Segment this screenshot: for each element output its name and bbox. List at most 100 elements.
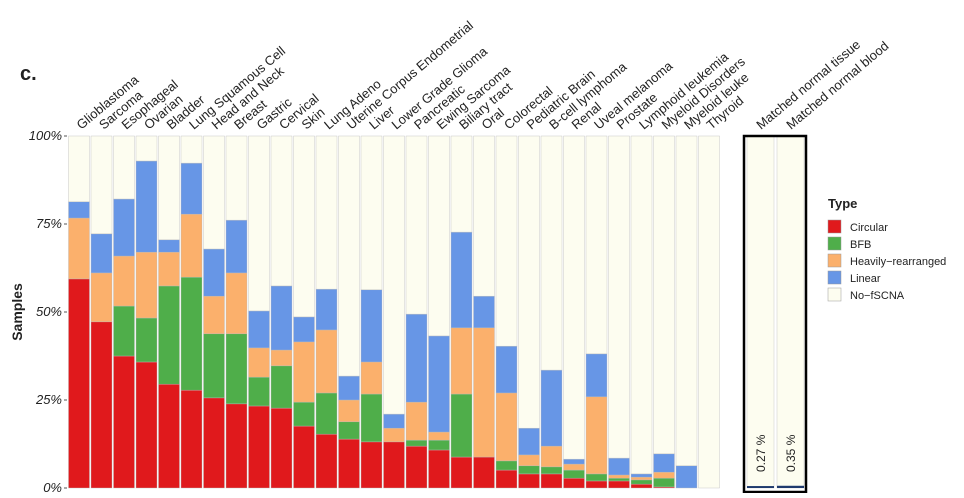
bar-segment: [428, 335, 450, 433]
bar-segment: [450, 393, 473, 458]
bar-segment: [180, 135, 203, 164]
bar-segment: [158, 239, 180, 253]
bar-segment: [563, 469, 585, 479]
bar-segment: [113, 255, 135, 307]
bar-segment: [473, 295, 495, 329]
bar-segment: [113, 135, 135, 200]
bar-segment: [585, 353, 608, 398]
bar-segment: [585, 473, 608, 482]
y-tick-label: 100%: [29, 128, 62, 143]
bar-segment: [653, 135, 675, 455]
bar-segment: [338, 399, 360, 423]
bar-segment: [585, 135, 608, 355]
legend-label: Circular: [850, 222, 888, 234]
bar-segment: [608, 477, 630, 482]
bar-segment: [338, 438, 360, 489]
bar-segment: [630, 479, 653, 485]
bar-segment: [180, 389, 203, 489]
bar-segment: [540, 445, 563, 468]
bar-segment: [473, 327, 495, 458]
bar-segment: [270, 407, 293, 489]
bar-segment: [495, 469, 518, 489]
bar-segment: [653, 471, 675, 479]
bar-segment: [68, 278, 90, 489]
bar-segment: [180, 276, 203, 391]
bar-segment: [68, 217, 90, 280]
bar-segment: [90, 321, 113, 489]
bar-segment: [158, 383, 180, 489]
bar-segment: [563, 463, 585, 471]
bar-segment: [270, 135, 293, 287]
bar-segment: [495, 392, 518, 462]
legend-label: BFB: [850, 239, 871, 251]
bar-segment: [338, 421, 360, 440]
bar-segment: [90, 272, 113, 323]
y-tick-label: 50%: [36, 304, 62, 319]
bar-segment: [293, 425, 315, 489]
y-tick-label: 0%: [43, 480, 62, 493]
y-tick-label: 25%: [35, 392, 62, 407]
bar-segment: [315, 135, 338, 290]
bar-segment: [383, 135, 405, 415]
bar-segment: [180, 162, 203, 215]
bar-segment: [270, 365, 293, 409]
bar-segment: [495, 135, 518, 347]
bar-segment: [315, 392, 338, 435]
value-label: 0.35 %: [784, 434, 798, 472]
bar-segment: [90, 233, 113, 274]
bar-segment: [428, 135, 450, 337]
bar-segment: [383, 441, 405, 489]
bar-segment: [405, 439, 428, 447]
bar-segment: [113, 305, 135, 357]
bar-segment: [405, 445, 428, 489]
bar-segment: [248, 310, 270, 349]
legend-swatch: [827, 287, 842, 302]
bar-segment: [698, 135, 720, 489]
y-tick-label: 75%: [36, 216, 62, 231]
bar-segment: [563, 458, 585, 465]
bar-segment: [135, 317, 158, 363]
legend-title: Type: [828, 196, 857, 211]
bar-segment: [630, 483, 653, 489]
bar-segment: [203, 135, 225, 250]
bar-segment: [225, 272, 248, 335]
bar-segment: [428, 431, 450, 441]
legend-swatch: [827, 219, 842, 234]
bar-segment: [630, 135, 653, 475]
legend-label: Linear: [850, 273, 881, 285]
legend-label: Heavily−rearranged: [850, 256, 946, 268]
bar-background: [776, 135, 805, 489]
bar-segment: [113, 355, 135, 489]
bar-segment: [450, 135, 473, 233]
bar-segment: [405, 401, 428, 441]
y-axis-label: Samples: [9, 283, 25, 341]
bar-segment: [158, 135, 180, 241]
bar-segment: [315, 329, 338, 394]
bar-segment: [113, 198, 135, 257]
bar-segment: [293, 316, 315, 343]
bar-segment: [293, 341, 315, 403]
bar-segment: [518, 454, 540, 467]
bar-segment: [653, 477, 675, 488]
bar-segment: [248, 135, 270, 312]
bar-segment: [90, 135, 113, 235]
bar-segment: [630, 476, 653, 481]
bar-segment: [338, 375, 360, 401]
bar-segment: [180, 213, 203, 278]
bar-segment: [248, 347, 270, 378]
bar-segment: [225, 403, 248, 489]
bar-segment: [608, 474, 630, 479]
bar-segment: [360, 393, 383, 443]
bar-segment: [248, 376, 270, 407]
bar-segment: [585, 480, 608, 489]
bar-segment: [428, 439, 450, 451]
bar-segment: [68, 135, 90, 203]
bar-segment: [135, 135, 158, 162]
bar: [747, 486, 774, 488]
bar-segment: [135, 160, 158, 253]
bar-segment: [360, 441, 383, 489]
bar-segment: [608, 480, 630, 489]
bar-segment: [608, 457, 630, 476]
bar-segment: [540, 466, 563, 475]
